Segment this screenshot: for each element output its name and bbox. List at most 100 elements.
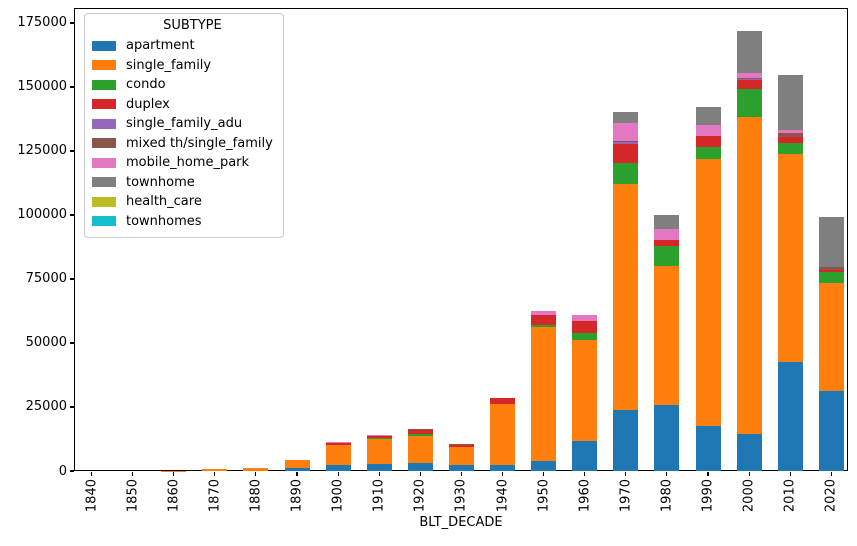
- x-tick-label: 2010: [782, 479, 798, 513]
- y-tick-mark: [70, 342, 74, 344]
- y-tick-mark: [70, 86, 74, 88]
- bar-segment-single-family: [695, 159, 721, 426]
- bar-segment-mobile-home-park: [736, 73, 762, 78]
- bar-segment-mixed-th-single-family: [777, 132, 803, 137]
- legend-row: apartment: [92, 36, 273, 56]
- bar-segment-single-family: [407, 435, 433, 463]
- bar-segment-apartment: [613, 410, 639, 471]
- legend-swatch-icon: [92, 79, 116, 90]
- bar-segment-single-family: [490, 404, 515, 465]
- x-tick-mark: [625, 472, 627, 476]
- bar-segment-single-family: [325, 445, 351, 465]
- legend-row: health_care: [92, 192, 273, 212]
- bar-segment-townhome: [613, 111, 639, 123]
- bar-segment-single-family: [366, 438, 392, 464]
- x-tick-mark: [584, 472, 586, 476]
- bar-segment-mobile-home-park: [695, 125, 721, 137]
- y-tick-label: 25000: [25, 399, 67, 415]
- bar-segment-apartment: [777, 362, 803, 471]
- legend-swatch-icon: [92, 216, 116, 227]
- bar-segment-apartment: [325, 464, 351, 471]
- bar-segment-mixed-th-single-family: [818, 267, 844, 271]
- bar-1900: [325, 441, 351, 471]
- bar-segment-condo: [777, 142, 803, 154]
- bar-segment-duplex: [325, 443, 351, 445]
- x-tick-label: 1930: [453, 479, 469, 513]
- bar-segment-condo: [490, 403, 515, 405]
- y-tick-label: 75000: [25, 271, 67, 287]
- x-tick-label: 1960: [577, 479, 593, 513]
- bar-segment-condo: [448, 446, 474, 448]
- legend-label: townhome: [126, 174, 195, 190]
- bar-segment-duplex: [654, 240, 680, 247]
- x-tick-label: 1860: [166, 479, 182, 513]
- bar-segment-mobile-home-park: [366, 435, 392, 436]
- bar-segment-single-family: [243, 467, 269, 471]
- legend-row: duplex: [92, 95, 273, 115]
- bar-1880: [243, 467, 269, 471]
- bar-segment-apartment: [531, 460, 557, 471]
- bar-segment-townhome: [777, 74, 803, 130]
- bar-1970: [613, 111, 639, 471]
- legend-title: SUBTYPE: [163, 18, 222, 33]
- legend-label: mixed th/single_family: [126, 135, 273, 151]
- bar-segment-duplex: [531, 315, 557, 326]
- bar-segment-duplex: [777, 136, 803, 143]
- bar-segment-single-family: [777, 153, 803, 363]
- x-tick-mark: [748, 472, 750, 476]
- bar-segment-condo: [366, 437, 392, 439]
- x-tick-label: 1890: [289, 479, 305, 513]
- bar-segment-duplex: [695, 136, 721, 148]
- y-tick-mark: [70, 406, 74, 408]
- x-tick-mark: [132, 472, 134, 476]
- x-tick-mark: [666, 472, 668, 476]
- legend-row: single_family_adu: [92, 114, 273, 134]
- bar-1930: [448, 444, 474, 471]
- y-tick-label: 100000: [17, 207, 67, 223]
- bar-segment-condo: [736, 88, 762, 118]
- bar-segment-mixed-th-single-family: [736, 77, 762, 79]
- bar-segment-townhome: [654, 215, 680, 230]
- legend-swatch-icon: [92, 60, 116, 71]
- bar-1910: [366, 435, 392, 471]
- bar-segment-townhome: [818, 217, 844, 268]
- y-tick-mark: [70, 22, 74, 24]
- bar-segment-mixed-th-single-family: [407, 429, 433, 430]
- bar-2010: [777, 74, 803, 471]
- bar-segment-mobile-home-park: [654, 229, 680, 241]
- legend-label: townhomes: [126, 213, 202, 229]
- bar-segment-condo: [613, 162, 639, 185]
- x-tick-mark: [707, 472, 709, 476]
- x-axis-label: BLT_DECADE: [419, 515, 503, 530]
- legend-row: single_family: [92, 56, 273, 76]
- bar-segment-condo: [407, 433, 433, 436]
- y-tick-label: 125000: [17, 143, 67, 159]
- bar-segment-single-family: [654, 266, 680, 406]
- legend-row: condo: [92, 75, 273, 95]
- x-tick-mark: [460, 472, 462, 476]
- bar-segment-apartment: [572, 440, 598, 471]
- bar-1950: [531, 311, 557, 471]
- bar-segment-mixed-th-single-family: [366, 435, 392, 437]
- bar-segment-condo: [572, 333, 598, 341]
- legend-row: townhome: [92, 173, 273, 193]
- x-tick-label: 2020: [823, 479, 839, 513]
- bar-segment-duplex: [818, 270, 844, 273]
- bar-segment-apartment: [654, 405, 680, 471]
- x-tick-mark: [337, 472, 339, 476]
- bar-segment-duplex: [366, 436, 392, 438]
- bar-segment-duplex: [448, 444, 474, 447]
- bar-1940: [490, 397, 515, 471]
- bar-segment-duplex: [572, 321, 598, 334]
- bar-segment-duplex: [736, 80, 762, 89]
- bar-segment-single-family-adu: [613, 141, 639, 144]
- x-tick-mark: [378, 472, 380, 476]
- bar-segment-apartment: [818, 390, 844, 471]
- x-tick-mark: [296, 472, 298, 476]
- x-tick-label: 1970: [618, 479, 634, 513]
- bar-segment-condo: [325, 444, 351, 446]
- bar-1890: [284, 459, 310, 471]
- legend-label: single_family: [126, 57, 212, 73]
